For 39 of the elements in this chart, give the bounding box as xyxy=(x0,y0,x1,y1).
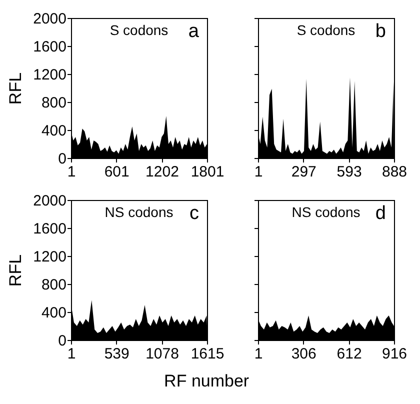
x-axis-title: RF number xyxy=(164,372,250,390)
y-tick-label: 2000 xyxy=(33,10,66,28)
chart-title: NS codons xyxy=(104,204,174,220)
x-tick-label: 1202 xyxy=(146,164,179,180)
annotation: b xyxy=(375,21,386,42)
chart-title: NS codons xyxy=(292,204,360,220)
y-axis-title: RFL xyxy=(6,72,26,105)
x-tick-label: 306 xyxy=(291,346,316,362)
y-tick-label: 0 xyxy=(58,332,66,350)
y-tick-label: 1600 xyxy=(33,38,66,56)
x-tick-label: 593 xyxy=(336,164,362,180)
y-tick-label: 400 xyxy=(41,122,66,140)
y-tick-label: 1200 xyxy=(33,248,66,266)
y-tick-label: 0 xyxy=(58,150,66,168)
x-tick-label: 1078 xyxy=(146,346,179,362)
x-tick-label: 1 xyxy=(67,164,76,180)
x-tick-label: 539 xyxy=(104,346,130,362)
x-tick-label: 1 xyxy=(67,346,76,362)
x-tick-label: 1801 xyxy=(190,164,224,180)
x-tick-label: 297 xyxy=(291,164,316,180)
x-tick-label: 1615 xyxy=(190,346,224,362)
chart-title: S codons xyxy=(296,22,356,38)
y-tick-label: 1600 xyxy=(33,220,66,238)
x-tick-label: 612 xyxy=(336,346,362,362)
x-tick-label: 1 xyxy=(254,346,263,362)
y-axis-title: RFL xyxy=(6,254,26,287)
annotation: a xyxy=(188,21,200,42)
y-tick-label: 800 xyxy=(41,94,66,112)
annotation: c xyxy=(190,203,199,224)
x-tick-label: 1 xyxy=(254,164,263,180)
x-tick-label: 888 xyxy=(382,164,408,180)
x-tick-label: 601 xyxy=(104,164,130,180)
y-tick-label: 1200 xyxy=(33,66,66,84)
x-tick-label: 916 xyxy=(382,346,408,362)
y-tick-label: 400 xyxy=(41,304,66,322)
chart-title: S codons xyxy=(110,22,168,38)
y-tick-label: 2000 xyxy=(33,192,66,210)
y-tick-label: 800 xyxy=(41,276,66,294)
annotation: d xyxy=(375,203,386,224)
